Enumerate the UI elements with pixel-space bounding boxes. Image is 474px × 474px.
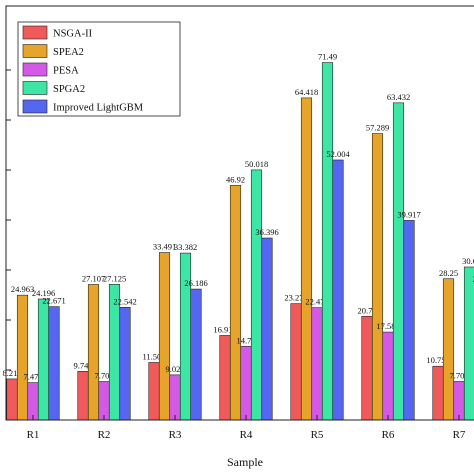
legend-label-2: PESA <box>53 66 79 77</box>
data-label-R1-1: 24.963 <box>11 284 34 294</box>
legend-label-0: NSGA-II <box>53 29 93 40</box>
bar-R2-improved-lightgbm <box>119 306 131 421</box>
data-label-R6-2: 17.587 <box>376 321 399 331</box>
bar-R5-pesa <box>311 307 323 421</box>
bar-R3-improved-lightgbm <box>190 288 202 421</box>
data-label-R4-2: 14.73 <box>236 335 255 345</box>
bar-R1-spea2 <box>16 294 29 421</box>
bar-R6-spea2 <box>371 133 384 421</box>
data-label-R7-2: 7.703 <box>449 370 468 380</box>
data-label-R6-3: 63.432 <box>387 92 410 102</box>
bar-R2-pesa <box>98 381 110 421</box>
data-label-R3-1: 33.491 <box>153 242 176 252</box>
x-tick-label-R4: R4 <box>240 429 253 441</box>
data-label-R1-0: 8.216 <box>2 368 21 378</box>
data-label-R7-1: 28.25 <box>439 268 458 278</box>
legend-swatch-3 <box>22 81 48 95</box>
data-label-R2-3: 27.125 <box>103 273 126 283</box>
data-label-R3-2: 9.022 <box>165 364 184 374</box>
x-tick-label-R1: R1 <box>27 429 40 441</box>
data-label-R3-0: 11.507 <box>142 351 165 361</box>
data-label-R3-3: 33.382 <box>174 242 197 252</box>
bar-R7-nsga-ii <box>432 365 444 421</box>
x-tick-label-R6: R6 <box>382 429 395 441</box>
x-tick-label-R3: R3 <box>169 429 182 441</box>
legend-swatch-0 <box>22 25 48 40</box>
bar-R7-spea2 <box>442 278 455 421</box>
bar-R4-pesa <box>240 346 252 421</box>
data-label-R5-4: 52.004 <box>326 149 350 159</box>
bar-R5-nsga-ii <box>290 303 302 421</box>
bar-R6-pesa <box>382 331 394 421</box>
bar-R5-improved-lightgbm <box>332 159 344 421</box>
data-label-R5-0: 23.276 <box>284 293 307 303</box>
legend-swatch-2 <box>22 62 48 77</box>
legend-label-1: SPEA2 <box>53 47 84 58</box>
bar-R6-improved-lightgbm <box>403 220 415 421</box>
bar-R1-improved-lightgbm <box>48 306 60 421</box>
data-label-R6-1: 57.289 <box>366 123 389 133</box>
data-label-R7-0: 10.755 <box>426 355 449 365</box>
x-tick-label-R7: R7 <box>453 429 466 441</box>
bar-R2-spea2 <box>87 284 100 421</box>
bar-R2-nsga-ii <box>77 370 89 421</box>
data-label-R4-1: 46.92 <box>226 174 245 184</box>
data-label-R6-0: 20.73 <box>357 305 376 315</box>
bar-R1-spga2 <box>37 298 50 421</box>
bar-R1-pesa <box>27 382 39 421</box>
legend-swatch-4 <box>22 99 48 114</box>
legend: NSGA-II SPEA2 PESA SPGA2 Improved LightGBM <box>17 21 181 117</box>
bar-R1-nsga-ii <box>6 378 18 421</box>
data-label-R5-1: 64.418 <box>295 87 318 97</box>
axes: R1 R2 R3 R4 R5 R6 R7 <box>6 69 466 441</box>
bar-R4-spea2 <box>229 185 242 421</box>
bar-R5-spga2 <box>321 62 334 421</box>
data-label-R1-2: 7.475 <box>23 372 42 382</box>
bar-R6-nsga-ii <box>361 316 373 421</box>
plot-frame <box>5 5 474 421</box>
data-label-R5-3: 71.49 <box>318 52 337 62</box>
x-tick-label-R5: R5 <box>311 429 324 441</box>
bar-R4-improved-lightgbm <box>261 237 273 421</box>
bar-R6-spga2 <box>392 102 405 421</box>
data-label-R2-4: 22.542 <box>113 296 136 306</box>
x-tick-label-R2: R2 <box>98 429 111 441</box>
data-label-R5-2: 22.472 <box>305 297 328 307</box>
data-label-R3-4: 26.186 <box>184 278 207 288</box>
data-label-R2-2: 7.703 <box>94 370 113 380</box>
data-label-R4-3: 50.018 <box>245 159 268 169</box>
data-label-R6-4: 39.917 <box>397 209 420 219</box>
data-label-R2-1: 27.107 <box>82 273 105 283</box>
data-label-R2-0: 9.743 <box>73 360 92 370</box>
bar-R3-nsga-ii <box>148 362 160 421</box>
data-label-R4-4: 36.396 <box>255 227 278 237</box>
data-label-R4-0: 16.913 <box>213 324 236 334</box>
legend-label-3: SPGA2 <box>53 84 85 95</box>
bar-R4-spga2 <box>250 169 263 421</box>
bar-R3-spea2 <box>158 252 171 421</box>
data-label-R1-4: 22.671 <box>42 296 65 306</box>
bar-R3-pesa <box>169 374 181 421</box>
legend-label-4: Improved LightGBM <box>53 103 144 114</box>
x-axis-title: Sample <box>227 455 263 469</box>
bar-R7-pesa <box>453 381 465 421</box>
bar-R5-spea2 <box>300 97 313 421</box>
data-label-R7-4: 27.0 <box>473 274 474 284</box>
legend-swatch-1 <box>22 44 48 58</box>
bar-R7-spga2 <box>463 266 474 421</box>
data-label-R7-3: 30.6 <box>462 256 474 266</box>
data-label-R1-3: 24.196 <box>32 288 55 298</box>
bar-R4-nsga-ii <box>219 335 231 421</box>
